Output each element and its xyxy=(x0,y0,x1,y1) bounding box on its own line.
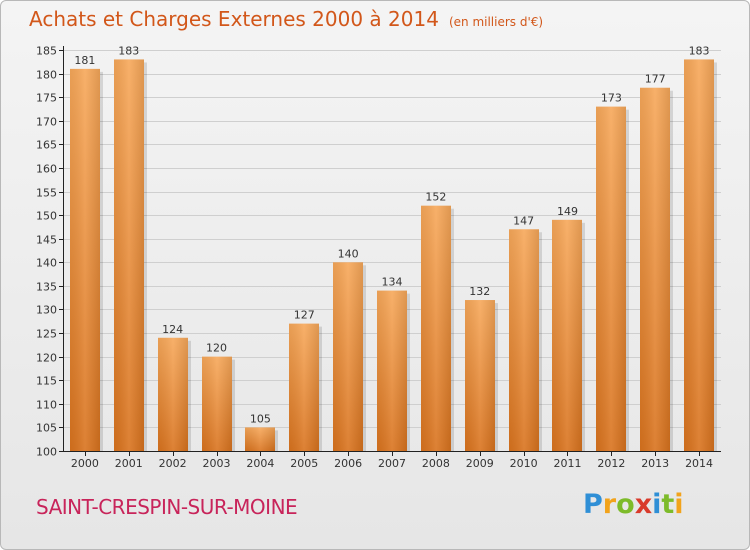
bar-shine xyxy=(333,262,363,451)
logo-letter: r xyxy=(602,489,617,520)
bar-value-label: 173 xyxy=(601,92,622,105)
x-tick-label: 2007 xyxy=(378,457,406,470)
bar-value-label: 127 xyxy=(294,309,315,322)
town-name: SAINT-CRESPIN-SUR-MOINE xyxy=(36,495,298,519)
y-tick-label: 140 xyxy=(36,257,57,270)
logo-letter: i xyxy=(674,489,684,520)
x-tick-label: 2013 xyxy=(641,457,669,470)
y-tick-label: 165 xyxy=(36,139,57,152)
y-tick-label: 145 xyxy=(36,234,57,247)
bar-shine xyxy=(202,356,232,451)
x-tick-label: 2004 xyxy=(246,457,274,470)
bar-value-label: 183 xyxy=(689,44,710,57)
axes xyxy=(59,46,721,456)
proxiti-logo[interactable]: Proxiti xyxy=(583,489,684,520)
bar-shine xyxy=(158,337,188,451)
bar-shine xyxy=(552,219,582,451)
bar-value-label: 183 xyxy=(118,44,139,57)
bar-shine xyxy=(377,290,407,451)
x-tick-label: 2000 xyxy=(71,457,99,470)
y-tick-label: 175 xyxy=(36,92,57,105)
bar-value-label: 152 xyxy=(425,191,446,204)
bar-value-label: 177 xyxy=(645,73,666,86)
title-text: Achats et Charges Externes 2000 à 2014 xyxy=(29,7,439,31)
y-tick-label: 110 xyxy=(36,399,57,412)
x-tick-label: 2008 xyxy=(422,457,450,470)
x-tick-label: 2010 xyxy=(510,457,538,470)
logo-letter: i xyxy=(652,489,662,520)
y-tick-label: 180 xyxy=(36,69,57,82)
logo-letter: P xyxy=(583,489,603,520)
bar-shine xyxy=(640,87,670,451)
chart-title: Achats et Charges Externes 2000 à 2014 (e… xyxy=(29,7,543,31)
y-tick-label: 130 xyxy=(36,304,57,317)
bar-shine xyxy=(465,300,495,451)
y-tick-label: 170 xyxy=(36,116,57,129)
bar-shine xyxy=(421,205,451,451)
bar-value-label: 124 xyxy=(162,323,183,336)
y-tick-label: 160 xyxy=(36,163,57,176)
bar-shine xyxy=(114,59,144,451)
bar-value-label: 149 xyxy=(557,205,578,218)
x-tick-label: 2014 xyxy=(685,457,713,470)
bar-shine xyxy=(596,106,626,452)
bar-shine xyxy=(684,59,714,451)
x-tick-label: 2012 xyxy=(597,457,625,470)
bar-value-label: 132 xyxy=(469,285,490,298)
x-tick-label: 2002 xyxy=(159,457,187,470)
y-tick-label: 115 xyxy=(36,375,57,388)
bar-value-label: 134 xyxy=(382,276,403,289)
bar-value-label: 147 xyxy=(513,214,534,227)
logo-letter: x xyxy=(634,489,653,520)
x-tick-label: 2005 xyxy=(290,457,318,470)
x-tick-label: 2001 xyxy=(115,457,143,470)
bar-shine xyxy=(245,427,275,451)
x-tick-label: 2011 xyxy=(553,457,581,470)
x-tick-label: 2003 xyxy=(203,457,231,470)
bar-value-label: 120 xyxy=(206,342,227,355)
y-tick-label: 100 xyxy=(36,446,57,459)
y-tick-label: 185 xyxy=(36,45,57,58)
labels: 100 105 110 115 120 125 130 135 140 145 150 155 160 1… xyxy=(36,44,713,470)
bar-shine xyxy=(289,323,319,451)
y-tick-label: 125 xyxy=(36,328,57,341)
y-tick-label: 120 xyxy=(36,352,57,365)
bar-shine xyxy=(70,68,100,451)
unit-label: (en milliers d'€) xyxy=(448,15,544,29)
y-tick-label: 105 xyxy=(36,422,57,435)
y-tick-label: 135 xyxy=(36,281,57,294)
bar-shine xyxy=(509,229,539,451)
bars xyxy=(70,59,717,452)
logo-letter: o xyxy=(616,489,635,520)
y-tick-label: 155 xyxy=(36,187,57,200)
bar-value-label: 140 xyxy=(338,247,359,260)
logo-letter: t xyxy=(661,489,675,520)
bar-value-label: 181 xyxy=(74,54,95,67)
bar-value-label: 105 xyxy=(250,412,271,425)
y-tick-label: 150 xyxy=(36,210,57,223)
x-tick-label: 2009 xyxy=(466,457,494,470)
x-tick-label: 2006 xyxy=(334,457,362,470)
